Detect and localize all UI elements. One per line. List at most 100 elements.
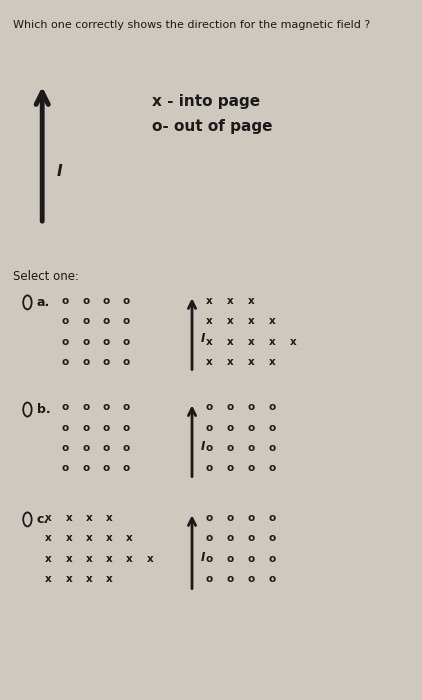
- Text: o: o: [205, 402, 213, 412]
- Text: o: o: [247, 423, 255, 433]
- Text: o: o: [122, 316, 130, 326]
- Text: o: o: [82, 402, 89, 412]
- Text: o: o: [247, 443, 255, 453]
- Text: o: o: [82, 423, 89, 433]
- Text: o: o: [268, 423, 276, 433]
- Text: x: x: [126, 554, 133, 564]
- Text: x: x: [65, 554, 72, 564]
- Text: o: o: [205, 423, 213, 433]
- Text: o: o: [102, 463, 110, 473]
- Text: x: x: [86, 513, 92, 523]
- Text: x: x: [269, 316, 276, 326]
- Text: o: o: [226, 463, 234, 473]
- Text: c.: c.: [37, 513, 49, 526]
- Text: o: o: [62, 402, 69, 412]
- Text: o: o: [62, 337, 69, 346]
- Text: x: x: [106, 554, 113, 564]
- Text: o: o: [268, 554, 276, 564]
- Text: x: x: [290, 337, 297, 346]
- Text: o: o: [268, 402, 276, 412]
- Text: o: o: [122, 463, 130, 473]
- Text: o: o: [247, 513, 255, 523]
- Text: o: o: [102, 402, 110, 412]
- Text: x: x: [86, 574, 92, 584]
- Text: x: x: [206, 296, 212, 306]
- Text: o: o: [205, 574, 213, 584]
- Text: o: o: [226, 423, 234, 433]
- Text: o: o: [62, 357, 69, 367]
- Text: x: x: [65, 533, 72, 543]
- Text: o: o: [226, 574, 234, 584]
- Text: o: o: [122, 337, 130, 346]
- Text: o: o: [62, 316, 69, 326]
- Text: o: o: [62, 423, 69, 433]
- Text: o: o: [82, 337, 89, 346]
- Text: x: x: [206, 357, 212, 367]
- Text: o: o: [205, 554, 213, 564]
- Text: o: o: [247, 402, 255, 412]
- Text: o: o: [82, 443, 89, 453]
- Text: o: o: [226, 554, 234, 564]
- Text: x: x: [45, 574, 52, 584]
- Text: o: o: [205, 513, 213, 523]
- Text: x: x: [106, 533, 113, 543]
- Text: x: x: [206, 337, 212, 346]
- Text: o: o: [226, 533, 234, 543]
- Text: x: x: [106, 513, 113, 523]
- Text: x: x: [227, 316, 233, 326]
- Text: o: o: [268, 574, 276, 584]
- Text: o: o: [268, 533, 276, 543]
- Text: o: o: [82, 296, 89, 306]
- Text: o: o: [226, 402, 234, 412]
- Text: o: o: [82, 463, 89, 473]
- Text: o: o: [102, 423, 110, 433]
- Text: a.: a.: [37, 296, 50, 309]
- Text: o: o: [205, 443, 213, 453]
- Text: b.: b.: [37, 403, 50, 416]
- Text: x: x: [248, 337, 254, 346]
- Text: I: I: [200, 332, 205, 345]
- Text: x: x: [45, 513, 52, 523]
- Text: o: o: [247, 463, 255, 473]
- Text: x: x: [248, 296, 254, 306]
- Text: o: o: [205, 463, 213, 473]
- Text: x: x: [248, 357, 254, 367]
- Text: o: o: [226, 443, 234, 453]
- Text: x: x: [65, 574, 72, 584]
- Text: x: x: [227, 357, 233, 367]
- Text: I: I: [57, 164, 62, 179]
- Text: o: o: [122, 357, 130, 367]
- Text: o: o: [247, 554, 255, 564]
- Text: o: o: [205, 533, 213, 543]
- Text: o: o: [102, 443, 110, 453]
- Text: o: o: [268, 443, 276, 453]
- Text: x - into page: x - into page: [152, 94, 260, 109]
- Text: o: o: [62, 443, 69, 453]
- Text: o: o: [82, 357, 89, 367]
- Text: o: o: [62, 296, 69, 306]
- Text: o- out of page: o- out of page: [152, 118, 273, 134]
- Text: x: x: [65, 513, 72, 523]
- Text: o: o: [247, 574, 255, 584]
- Text: I: I: [200, 551, 205, 564]
- Text: x: x: [126, 533, 133, 543]
- Text: o: o: [102, 357, 110, 367]
- Text: o: o: [247, 533, 255, 543]
- Text: x: x: [45, 533, 52, 543]
- Text: o: o: [82, 316, 89, 326]
- Text: x: x: [45, 554, 52, 564]
- Text: o: o: [122, 296, 130, 306]
- Text: o: o: [226, 513, 234, 523]
- Text: x: x: [146, 554, 153, 564]
- Text: x: x: [106, 574, 113, 584]
- Text: o: o: [268, 513, 276, 523]
- Text: o: o: [102, 337, 110, 346]
- Text: Select one:: Select one:: [13, 270, 78, 283]
- Text: o: o: [122, 402, 130, 412]
- Text: o: o: [102, 316, 110, 326]
- Text: o: o: [62, 463, 69, 473]
- Text: x: x: [227, 337, 233, 346]
- Text: x: x: [269, 337, 276, 346]
- Text: I: I: [200, 440, 205, 453]
- Text: o: o: [268, 463, 276, 473]
